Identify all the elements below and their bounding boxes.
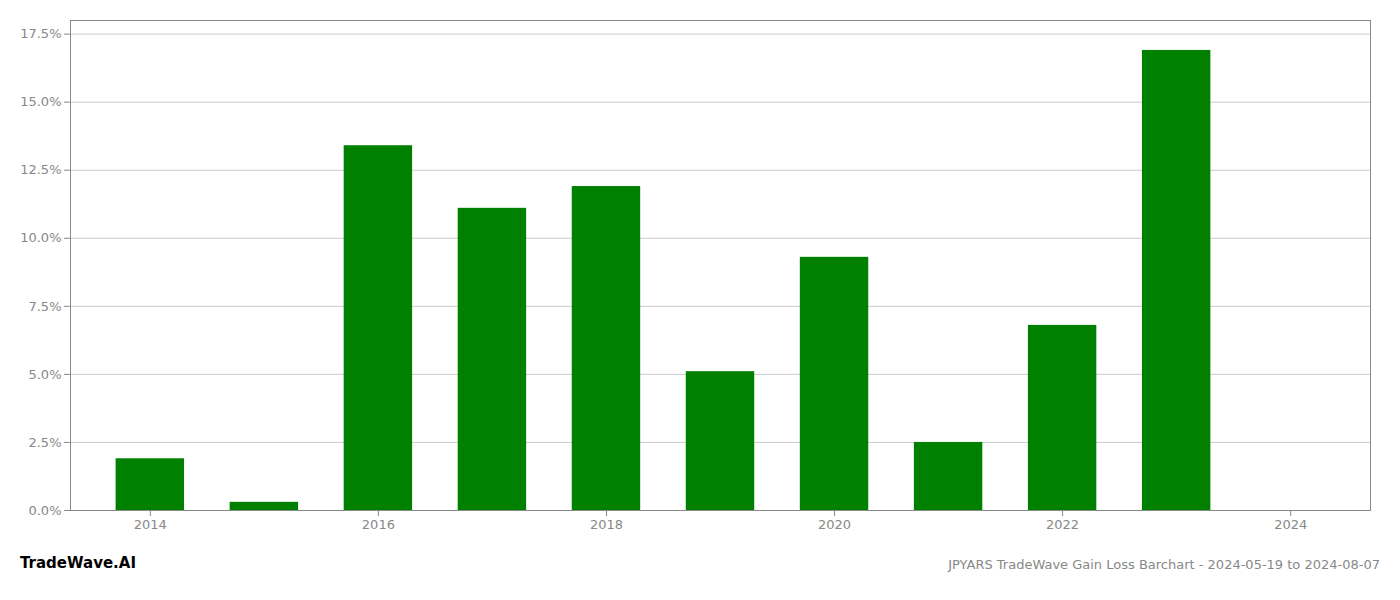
svg-text:2024: 2024	[1274, 517, 1307, 532]
svg-text:2.5%: 2.5%	[28, 435, 61, 450]
svg-text:2014: 2014	[134, 517, 167, 532]
svg-text:15.0%: 15.0%	[20, 94, 61, 109]
svg-text:2018: 2018	[590, 517, 623, 532]
svg-text:12.5%: 12.5%	[20, 162, 61, 177]
svg-text:5.0%: 5.0%	[28, 367, 61, 382]
html-text:TradeWave.AI: TradeWave.AI	[20, 554, 136, 572]
svg-text:17.5%: 17.5%	[20, 26, 61, 41]
html-text:JPYARS TradeWave Gain Loss Bar: JPYARS TradeWave Gain Loss Barchart - 20…	[948, 557, 1380, 572]
svg-text:2022: 2022	[1046, 517, 1079, 532]
svg-text:2016: 2016	[362, 517, 395, 532]
svg-text:10.0%: 10.0%	[20, 230, 61, 245]
svg-text:0.0%: 0.0%	[28, 503, 61, 518]
svg-text:2020: 2020	[818, 517, 851, 532]
svg-text:7.5%: 7.5%	[28, 298, 61, 313]
